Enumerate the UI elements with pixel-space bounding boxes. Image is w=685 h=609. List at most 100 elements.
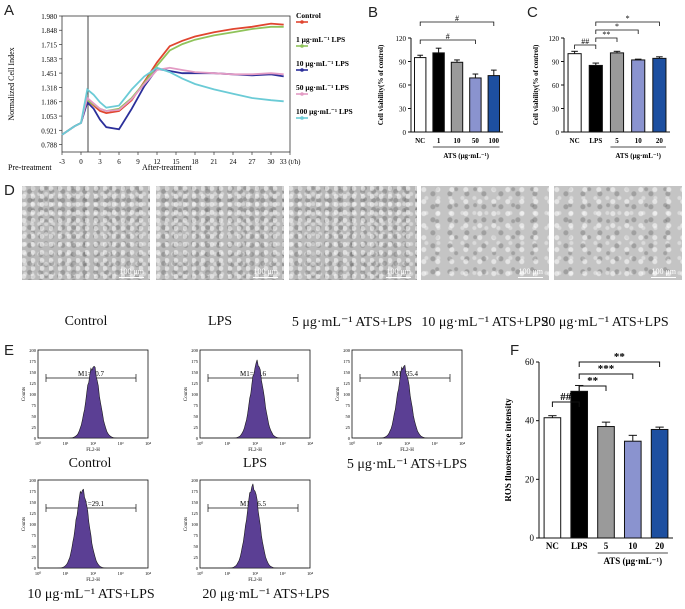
x-tick-label: 10⁰ [35,571,42,576]
category-label: NC [415,137,425,145]
significance-bracket [595,29,639,34]
micrograph-label-control: Control [64,314,108,329]
y-tick-label: 175 [29,359,37,364]
bar [567,53,582,133]
x-axis-label: ATS (μg·mL⁻¹) [443,152,489,160]
x-axis-label: ATS (μg·mL⁻¹) [603,556,662,566]
y-tick-label: 1.318 [41,84,57,92]
x-tick-label: 10¹ [225,441,232,446]
category-label: LPS [589,137,602,145]
category-label: 10 [628,541,638,551]
y-tick-label: 200 [191,478,199,483]
bar [623,440,642,539]
y-tick-label: 175 [191,359,199,364]
micrograph-label-ats10: 10 μg·mL⁻¹ ATS+LPS [421,315,549,330]
y-tick-label: 1.451 [41,70,57,78]
y-tick-label: 175 [343,359,351,364]
panel-letter-a: A [4,2,15,19]
y-tick-label: 75 [194,403,199,408]
x-tick-label: 10⁰ [349,441,356,446]
x-tick-label: 10³ [118,441,125,446]
y-tick-label: 90 [399,59,407,67]
flow-label-ats20: 20 μg·mL⁻¹ ATS+LPS [202,587,330,602]
histogram-plot: 0 25 50 75 100 125 150 175 200 10⁰ 10¹ 10² 10³ 10⁴ Cou… [184,348,313,453]
bar [413,57,427,133]
y-tick-label: 30 [399,106,407,114]
y-tick-label: 60 [399,82,407,90]
x-tick-label: 12 [154,158,162,166]
flow-label-ats10: 10 μg·mL⁻¹ ATS+LPS [27,587,155,602]
y-tick-label: 1.715 [41,42,57,50]
fl2-label: FL2-H [86,578,100,583]
y-tick-label: 150 [343,370,351,375]
fl2-label: FL2-H [248,578,262,583]
x-tick-label: 27 [249,158,257,166]
legend-label: Control [296,11,321,20]
x-tick-label: 10⁴ [307,571,314,576]
y-tick-label: 100 [29,522,37,527]
bar [652,57,667,133]
x-tick-label: 10² [252,441,259,446]
y-tick-label: 125 [191,511,199,516]
bar [597,426,615,539]
category-label: 10 [635,137,643,145]
category-label: NC [570,137,580,145]
bar [588,64,603,133]
y-tick-label: 0 [34,566,37,571]
histogram-curve [354,364,460,439]
x-tick-label: 10³ [280,441,287,446]
significance-bracket [595,37,618,42]
y-tick-label: 25 [32,555,37,560]
y-tick-label: 150 [29,500,37,505]
scale-bar: 100 μm [119,267,144,278]
histogram-curve [40,365,146,439]
micrograph-ats20: 100 μm [554,186,682,280]
y-tick-label: 75 [194,533,199,538]
counts-label: Counts [184,387,189,401]
micrograph-ats10: 100 μm [421,186,549,280]
x-tick-label: 10⁴ [459,441,466,446]
x-tick-label: 10¹ [63,441,70,446]
counts-label: Counts [22,387,27,401]
x-tick-label: 21 [211,158,219,166]
x-tick-label: 10⁰ [197,571,204,576]
y-tick-label: 125 [343,381,351,386]
y-tick-label: 200 [29,348,37,353]
category-label: 5 [615,137,619,145]
bar [609,52,625,133]
x-tick-label: 10⁴ [307,441,314,446]
x-tick-label: 10¹ [225,571,232,576]
y-axis-label: Cell viability(% of control) [377,44,385,125]
y-tick-label: 0.921 [41,127,57,135]
y-tick-label: 50 [346,414,351,419]
significance-bracket [578,373,634,379]
y-tick-label: 125 [29,511,37,516]
x-tick-label: 10¹ [377,441,384,446]
histogram-plot: 0 25 50 75 100 125 150 175 200 10⁰ 10¹ 10² 10³ 10⁴ Cou… [184,478,313,583]
y-tick-label: 0 [196,566,199,571]
histogram-plot: 0 25 50 75 100 125 150 175 200 10⁰ 10¹ 10² 10³ 10⁴ Cou… [22,478,151,583]
y-tick-label: 0 [348,436,351,441]
x-tick-label: -3 [59,158,65,166]
m1-value: M1=46.6 [240,370,266,378]
x-tick-label: 10⁴ [145,441,152,446]
category-label: LPS [571,541,588,551]
y-tick-label: 150 [191,370,199,375]
fl2-label: FL2-H [400,448,414,453]
y-axis-label: Cell viability(% of control) [532,44,540,125]
category-label: 100 [489,137,500,145]
significance-label: # [455,14,459,23]
flow-label-control: Control [68,456,112,471]
y-tick-label: 0 [403,129,407,137]
y-tick-label: 50 [194,414,199,419]
y-tick-label: 175 [191,489,199,494]
micrograph-ats5: 100 μm [289,186,417,280]
significance-label: ** [587,375,599,387]
y-tick-label: 0.788 [41,142,57,150]
scale-bar: 100 μm [518,267,543,278]
y-tick-label: 125 [191,381,199,386]
category-label: 5 [604,541,609,551]
x-tick-label: 10² [252,571,259,576]
fl2-label: FL2-H [86,448,100,453]
